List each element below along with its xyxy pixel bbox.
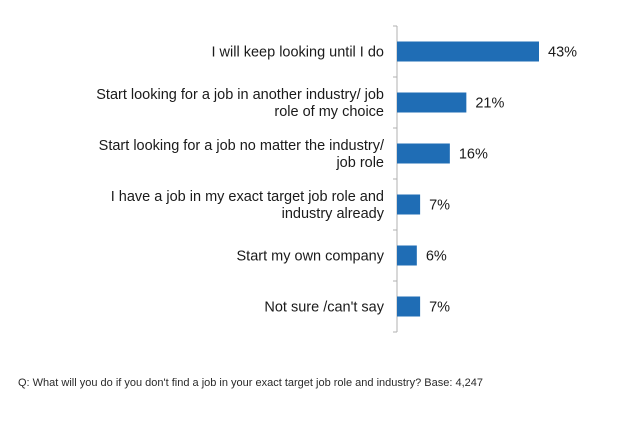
category-label-line: I have a job in my exact target job role… bbox=[111, 189, 384, 205]
bar bbox=[397, 92, 467, 113]
footnote: Q: What will you do if you don't find a … bbox=[18, 377, 483, 389]
data-label: 43% bbox=[548, 45, 577, 61]
category-label: Start my own company bbox=[237, 249, 385, 265]
category-label: I will keep looking until I do bbox=[212, 45, 385, 61]
category-label: Start looking for a job no matter the in… bbox=[99, 138, 385, 171]
category-label-line: I will keep looking until I do bbox=[212, 45, 385, 61]
bar bbox=[397, 194, 421, 215]
category-label: I have a job in my exact target job role… bbox=[111, 189, 385, 222]
category-label-line: Not sure /can't say bbox=[264, 300, 384, 316]
data-label: 7% bbox=[429, 300, 450, 316]
bar bbox=[397, 41, 539, 62]
bar bbox=[397, 245, 417, 266]
data-label: 16% bbox=[459, 147, 488, 163]
data-label: 21% bbox=[475, 96, 504, 112]
category-label-line: Start looking for a job no matter the in… bbox=[99, 138, 385, 154]
bar bbox=[397, 296, 421, 317]
category-label-line: industry already bbox=[282, 206, 385, 222]
bar bbox=[397, 143, 450, 164]
category-label-line: role of my choice bbox=[274, 104, 384, 120]
category-label: Start looking for a job in another indus… bbox=[96, 87, 384, 120]
category-label: Not sure /can't say bbox=[264, 300, 384, 316]
data-label: 6% bbox=[426, 249, 447, 265]
category-label-line: Start my own company bbox=[237, 249, 385, 265]
category-label-line: job role bbox=[335, 155, 384, 171]
category-label-line: Start looking for a job in another indus… bbox=[96, 87, 384, 103]
data-label: 7% bbox=[429, 198, 450, 214]
